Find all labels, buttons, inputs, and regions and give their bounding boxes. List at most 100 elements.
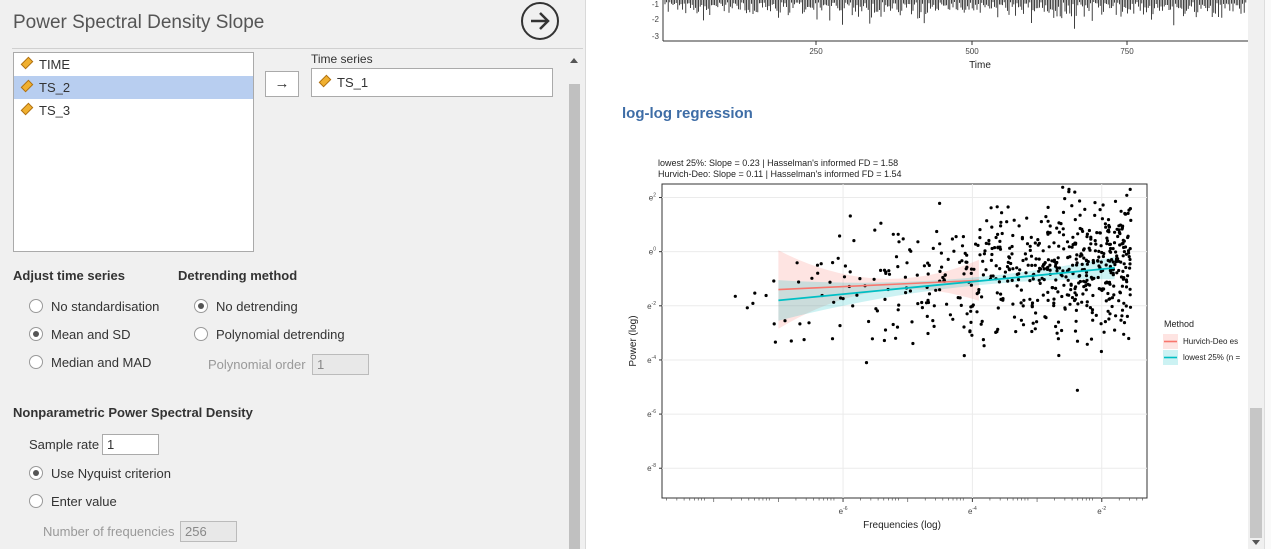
data-point [1102, 330, 1106, 334]
data-point [1071, 263, 1075, 267]
data-point [1091, 293, 1095, 298]
data-point [1028, 297, 1032, 301]
data-point [1042, 267, 1046, 271]
y-tick-label: e-6 [647, 409, 656, 419]
scrollbar-thumb[interactable] [1250, 408, 1262, 538]
results-scrollbar[interactable] [1248, 0, 1264, 549]
data-point [1040, 276, 1044, 280]
data-point [1082, 256, 1086, 260]
data-point [932, 324, 936, 328]
data-point [945, 302, 949, 306]
data-point [983, 249, 987, 253]
data-point [1037, 269, 1041, 273]
data-point [1090, 311, 1094, 315]
data-point [1025, 216, 1029, 220]
polynomial-order-input[interactable]: 1 [312, 354, 369, 375]
data-point [832, 300, 836, 304]
time-series-field[interactable]: TS_1 [311, 68, 553, 97]
data-point [894, 336, 898, 340]
data-point [962, 354, 966, 358]
scroll-up-icon[interactable] [570, 58, 578, 63]
data-point [883, 328, 888, 332]
move-variable-button[interactable]: → [265, 71, 299, 97]
data-point [1124, 285, 1129, 289]
data-point [1097, 249, 1101, 253]
data-point [908, 289, 912, 293]
data-point [911, 341, 915, 346]
data-point [1127, 251, 1131, 255]
data-point [1031, 277, 1035, 281]
data-point [1056, 290, 1060, 294]
data-point [1050, 286, 1054, 290]
data-point [745, 306, 749, 310]
data-point [1021, 258, 1025, 263]
data-point [1089, 337, 1094, 341]
data-point [848, 270, 852, 274]
data-point [1057, 266, 1062, 270]
data-point [1074, 308, 1078, 312]
data-point [987, 242, 991, 246]
data-point [1034, 311, 1038, 315]
data-point [915, 273, 919, 277]
data-point [843, 264, 847, 268]
data-point [1065, 240, 1070, 244]
data-point [842, 275, 847, 279]
data-point [1124, 278, 1128, 282]
data-point [950, 237, 954, 241]
data-point [1105, 236, 1109, 240]
data-point [1078, 199, 1082, 203]
data-point [1066, 255, 1070, 259]
data-point [1019, 301, 1023, 305]
data-point [1036, 298, 1040, 302]
data-point [1097, 287, 1101, 291]
data-point [1055, 269, 1059, 273]
data-point [996, 245, 1000, 249]
data-point [989, 206, 993, 210]
variable-item-time[interactable]: TIME [14, 53, 253, 76]
data-point [981, 338, 985, 342]
radio-circle [29, 299, 43, 313]
options-scrollbar[interactable] [567, 52, 582, 549]
data-point [1119, 318, 1123, 322]
data-point [1100, 250, 1104, 255]
data-point [1122, 332, 1126, 336]
variable-list[interactable]: TIME TS_2 TS_3 [13, 52, 254, 252]
y-tick-label: e-2 [647, 301, 656, 311]
data-point [972, 267, 976, 271]
data-point [932, 304, 936, 308]
data-point [1128, 262, 1132, 266]
data-point [1006, 279, 1010, 283]
data-point [1093, 249, 1097, 253]
data-point [969, 309, 973, 313]
data-point [1054, 278, 1058, 282]
data-point [946, 257, 950, 261]
data-point [975, 310, 979, 314]
scrollbar-thumb[interactable] [569, 84, 580, 549]
nfreq-input[interactable]: 256 [180, 521, 237, 542]
data-point [1054, 286, 1058, 290]
variable-item-ts3[interactable]: TS_3 [14, 99, 253, 122]
sample-rate-input[interactable]: 1 [102, 434, 159, 455]
data-point [891, 232, 895, 236]
data-point [1052, 304, 1056, 308]
data-point [962, 325, 966, 329]
data-point [938, 201, 942, 205]
data-point [1111, 273, 1115, 277]
run-button[interactable] [521, 2, 559, 40]
data-point [990, 225, 994, 229]
data-point [772, 322, 776, 326]
data-point [1098, 231, 1102, 235]
variable-item-ts2[interactable]: TS_2 [14, 76, 253, 99]
y-tick-label: e0 [649, 247, 656, 257]
data-point [948, 313, 952, 317]
data-point [1122, 276, 1126, 280]
data-point [753, 291, 757, 295]
data-point [1096, 275, 1100, 280]
data-point [1111, 247, 1115, 251]
data-point [874, 307, 878, 311]
scroll-down-icon[interactable] [1252, 540, 1260, 545]
data-point [1112, 293, 1116, 297]
data-point [1048, 268, 1052, 272]
ts-trace-path [664, 0, 1247, 29]
radio-circle [29, 355, 43, 369]
